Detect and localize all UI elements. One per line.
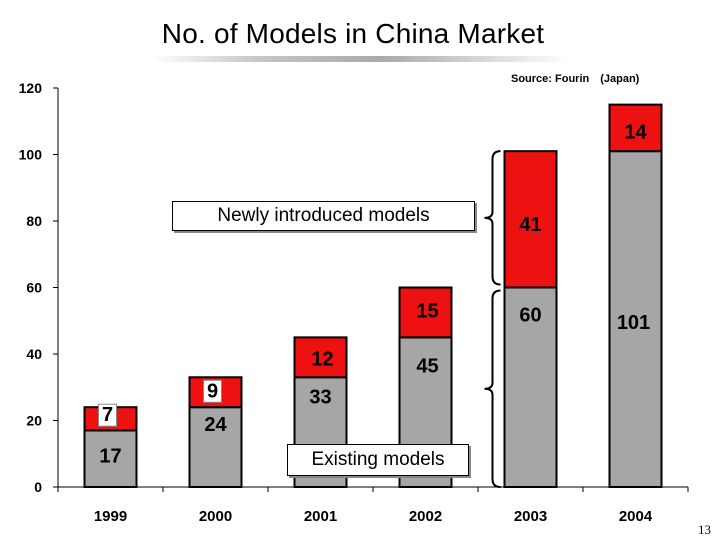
value-label-new: 41 [519,214,541,236]
value-label-existing: 17 [99,445,121,467]
chart-title: No. of Models in China Market [161,18,545,49]
y-tick-label: 60 [26,280,42,296]
value-label-existing: 45 [416,355,438,377]
brace-existing [484,289,501,488]
bar-new [608,103,663,153]
bar-new [398,286,453,339]
chart-braces [484,150,501,488]
value-label-new: 12 [311,348,333,370]
bar-new [293,336,348,379]
value-label-existing: 60 [519,305,541,327]
chart-axes: 0 20 40 60 80 100 120 1999 2000 2001 2002 2003 2004 [19,80,689,525]
y-tick-label: 40 [26,346,42,362]
value-label-new: 9 [207,380,218,402]
page-number: 13 [698,522,711,537]
title-underline [150,56,570,62]
source-note: Source: Fourin (Japan) [511,73,640,85]
y-tick-label: 80 [26,213,42,229]
x-tick-label: 1999 [94,508,127,525]
value-label-box [98,403,117,427]
value-label-existing: 101 [617,312,650,334]
value-label-box [203,379,222,403]
x-tick-label: 2003 [514,508,547,525]
bar-existing [188,406,243,489]
y-tick-label: 120 [19,80,43,96]
x-tick-label: 2000 [199,508,232,525]
value-label-new: 7 [102,404,113,426]
bar-new [503,150,558,289]
value-label-existing: 24 [204,414,227,436]
y-tick-label: 100 [19,147,43,163]
bar-existing [608,150,663,489]
x-tick-label: 2002 [409,508,442,525]
value-label-new: 14 [624,122,647,144]
chart-labels: 17 7 24 9 33 12 45 15 60 41 101 14 [98,122,650,467]
x-tick-label: 2001 [304,508,337,525]
y-tick-label: 0 [34,479,42,495]
brace-new [484,150,501,286]
x-tick-label: 2004 [619,508,653,525]
value-label-existing: 33 [309,386,331,408]
chart-bars [83,103,663,489]
newly-introduced-models-label: Newly introduced models [172,201,475,231]
value-label-new: 15 [416,301,438,323]
y-tick-label: 20 [26,413,42,429]
existing-models-label: Existing models [287,444,469,476]
bar-existing [503,286,558,488]
